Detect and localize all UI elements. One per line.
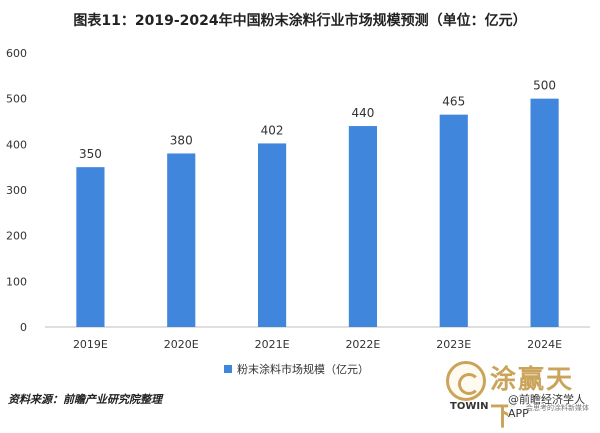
watermark-logo: 涂赢天下 @前瞻经济学人APP TOWIN 会思考的涂料新媒体: [446, 357, 596, 432]
source-note: 资料来源：前瞻产业研究院整理: [8, 393, 162, 406]
legend-label: 粉末涂料市场规模（亿元）: [237, 362, 369, 376]
bar: [167, 153, 196, 327]
data-label: 402: [261, 123, 284, 137]
logo-app-label: @前瞻经济学人APP: [508, 391, 596, 420]
data-label: 380: [170, 133, 193, 147]
x-tick-label: 2022E: [345, 338, 380, 351]
y-tick-label: 200: [6, 230, 27, 243]
y-tick-label: 600: [6, 47, 27, 60]
y-tick-label: 0: [20, 321, 27, 334]
axis-layer: 0 100 200 300 400 500 600: [6, 47, 590, 334]
chart-title: 图表11：2019-2024年中国粉末涂料行业市场规模预测（单位：亿元）: [73, 13, 527, 29]
bar: [76, 167, 105, 327]
y-tick-label: 300: [6, 184, 27, 197]
bar: [530, 98, 559, 328]
legend-swatch: [224, 365, 232, 373]
y-tick-label: 400: [6, 138, 27, 151]
x-tick-label: 2024E: [527, 338, 562, 351]
logo-tagline: 会思考的涂料新媒体: [526, 404, 589, 412]
bar: [348, 126, 377, 327]
data-label: 440: [351, 106, 374, 120]
x-tick-label: 2023E: [436, 338, 471, 351]
bar-layer: [76, 98, 559, 328]
y-tick-label: 500: [6, 93, 27, 106]
logo-mark-icon: [446, 361, 486, 401]
bar: [258, 143, 287, 327]
data-label: 500: [533, 79, 556, 93]
y-tick-label: 100: [6, 275, 27, 288]
legend: 粉末涂料市场规模（亿元）: [224, 362, 369, 376]
bar-chart: 0 100 200 300 400 500 600 350 2019E 380 2020E 402 2…: [6, 47, 590, 376]
data-label: 465: [442, 95, 465, 109]
data-label: 350: [79, 147, 102, 161]
label-layer: 350 2019E 380 2020E 402 2021E 440 2022E 465 2023E…: [73, 79, 562, 351]
x-tick-label: 2021E: [255, 338, 290, 351]
logo-name-en: TOWIN: [450, 401, 489, 412]
bar: [439, 114, 468, 328]
x-tick-label: 2019E: [73, 338, 108, 351]
x-tick-label: 2020E: [164, 338, 199, 351]
